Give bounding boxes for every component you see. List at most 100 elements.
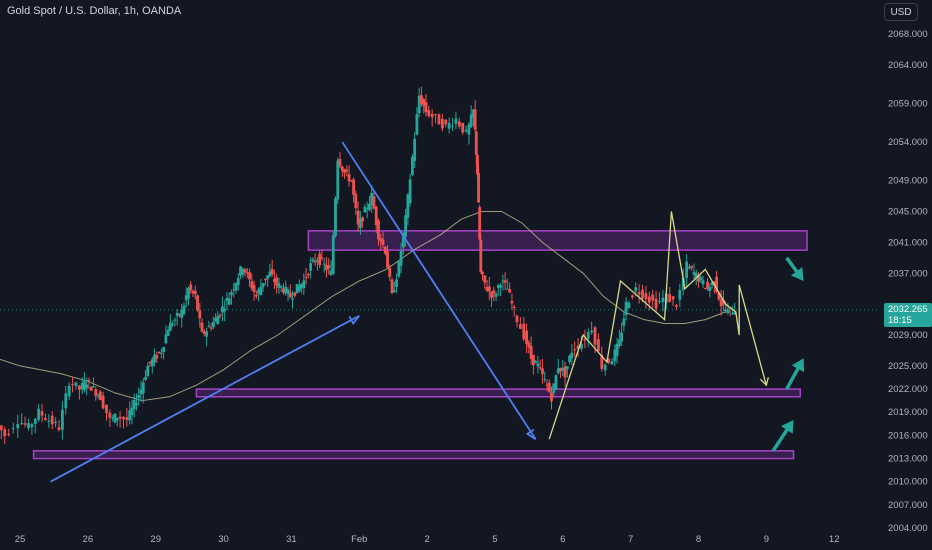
candle <box>74 382 78 390</box>
candle-body <box>627 302 631 309</box>
candle <box>508 282 512 294</box>
candle-body <box>541 368 544 374</box>
candle-body <box>721 299 725 305</box>
candle-body <box>512 307 516 309</box>
y-tick-label: 2049.000 <box>888 176 928 187</box>
candle-body <box>130 407 134 415</box>
candle-body <box>241 268 245 275</box>
candle-body <box>383 246 387 254</box>
candle-body <box>556 368 560 374</box>
candle <box>556 358 560 375</box>
candle <box>479 234 483 274</box>
candle-body <box>570 352 574 359</box>
candle <box>561 360 565 377</box>
candle-body <box>57 427 61 431</box>
candle <box>284 280 288 296</box>
candle <box>214 313 218 323</box>
last-price-badge: 2032.265 18:15 <box>884 303 932 327</box>
candle-body <box>518 324 522 329</box>
candle <box>379 233 383 251</box>
candle <box>620 322 624 347</box>
candle <box>304 267 308 285</box>
x-tick-label: 26 <box>83 534 94 545</box>
y-tick-label: 2029.000 <box>888 330 928 341</box>
candle <box>568 354 571 365</box>
candle-body <box>236 278 240 286</box>
candle-body <box>89 386 93 391</box>
candle <box>473 100 477 134</box>
candle <box>322 258 326 273</box>
projection-arrowhead <box>759 377 769 387</box>
last-price-value: 2032.265 <box>888 304 928 315</box>
candle-body <box>724 309 728 312</box>
candle-body <box>708 286 712 292</box>
candle-body <box>703 288 707 290</box>
direction-arrow <box>771 419 794 452</box>
candle-body <box>189 284 193 291</box>
candle <box>316 257 319 271</box>
y-tick-label: 2041.000 <box>888 237 928 248</box>
candle <box>349 179 353 183</box>
candle-body <box>352 179 355 195</box>
candle-body <box>593 327 597 345</box>
candle <box>451 117 454 132</box>
candle-body <box>561 368 565 371</box>
candle-body <box>681 277 685 290</box>
candle-body <box>487 286 491 292</box>
candle-body <box>467 124 471 135</box>
candle <box>327 258 331 275</box>
candle <box>733 302 737 315</box>
candle-body <box>586 332 590 339</box>
candle <box>630 294 634 300</box>
candle-body <box>295 284 299 294</box>
candle-body <box>437 114 441 125</box>
candle-body <box>413 138 417 161</box>
candle <box>690 265 694 271</box>
candle-body <box>499 285 503 288</box>
candle-body <box>180 309 184 318</box>
candle <box>538 359 542 371</box>
candle-body <box>731 313 734 315</box>
candle <box>554 374 558 391</box>
candle <box>266 275 270 287</box>
trend-line-arrowhead <box>525 428 537 440</box>
candle-body <box>209 327 213 329</box>
candle <box>23 416 27 428</box>
candle-body <box>477 172 480 203</box>
candle <box>381 231 385 249</box>
candle <box>467 121 471 145</box>
bar-countdown: 18:15 <box>888 315 912 326</box>
candle <box>447 117 451 134</box>
symbol-title[interactable]: Gold Spot / U.S. Dollar, 1h, OANDA <box>7 5 182 17</box>
direction-arrow-shaft <box>771 425 791 452</box>
candle-body <box>688 266 691 269</box>
trend-line <box>50 314 360 483</box>
candle-body <box>615 343 619 356</box>
projection-path <box>548 211 767 440</box>
candle-body <box>318 253 322 266</box>
support-zone-upper <box>195 388 802 398</box>
candle-body <box>291 298 294 300</box>
candle-body <box>565 366 569 370</box>
candle <box>358 211 362 236</box>
candle <box>159 348 163 359</box>
candle-body <box>529 345 533 359</box>
direction-arrow <box>785 256 804 281</box>
candle-body <box>583 338 587 341</box>
candle <box>180 303 184 328</box>
candle-body <box>712 281 716 285</box>
currency-button[interactable]: USD <box>884 3 918 21</box>
candle-body <box>178 314 181 316</box>
candle-body <box>266 275 270 279</box>
candle-body <box>554 375 558 390</box>
y-tick-label: 2013.000 <box>888 454 928 465</box>
candle-body <box>311 259 315 262</box>
candle <box>96 393 100 399</box>
candle-body <box>64 393 68 409</box>
candle <box>20 413 24 426</box>
candle-body <box>282 288 285 293</box>
candle <box>417 87 421 118</box>
candle <box>187 286 190 306</box>
